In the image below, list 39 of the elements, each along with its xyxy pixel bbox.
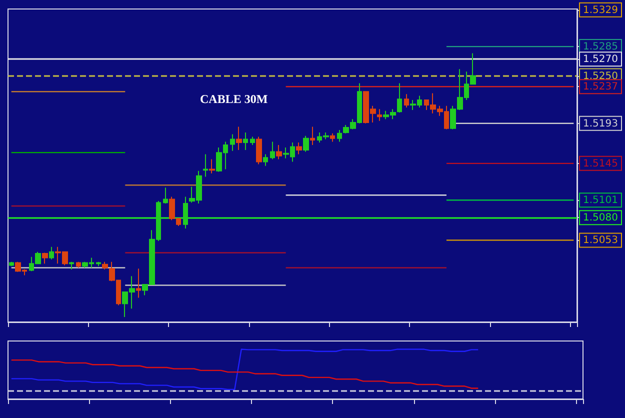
candlestick xyxy=(236,126,242,151)
candlestick xyxy=(270,141,275,160)
candlestick xyxy=(310,126,315,146)
y-tick-label: 1.5101 xyxy=(583,195,618,206)
candlestick xyxy=(243,132,248,151)
candlestick xyxy=(377,108,382,122)
y-tick-label: 1.5053 xyxy=(583,235,618,246)
candlestick xyxy=(96,261,101,267)
candlestick xyxy=(404,94,409,108)
candlestick xyxy=(102,261,108,270)
y-tick-label: 1.5270 xyxy=(583,54,618,66)
candlestick xyxy=(203,154,208,178)
candlestick xyxy=(230,134,235,152)
candlestick xyxy=(49,246,54,260)
candlestick xyxy=(296,142,302,155)
candlestick xyxy=(163,187,168,204)
candlestick xyxy=(330,132,335,142)
y-tick-label: 1.5080 xyxy=(583,212,618,224)
candlestick xyxy=(263,154,268,166)
candlestick xyxy=(136,268,141,298)
candlestick xyxy=(42,252,48,264)
candlestick xyxy=(276,144,282,160)
y-tick-label: 1.5193 xyxy=(583,118,618,130)
candlestick xyxy=(337,130,342,142)
y-tick-label: 1.5145 xyxy=(583,158,618,170)
candlestick xyxy=(256,136,262,165)
candlestick xyxy=(76,261,81,268)
candlestick xyxy=(397,82,402,113)
y-tick-label: 1.5329 xyxy=(583,4,618,16)
y-tick-label: 1.5285 xyxy=(583,42,618,53)
text: CABLE 30M xyxy=(200,92,268,106)
candlestick xyxy=(209,158,215,174)
candlestick xyxy=(303,135,309,152)
candlestick xyxy=(9,261,14,267)
candlestick xyxy=(250,136,255,146)
candlestick xyxy=(69,261,74,270)
y-tick-label: 1.5237 xyxy=(583,82,618,93)
y-tick-label: 1.5250 xyxy=(583,70,618,82)
candlestick xyxy=(183,196,188,230)
